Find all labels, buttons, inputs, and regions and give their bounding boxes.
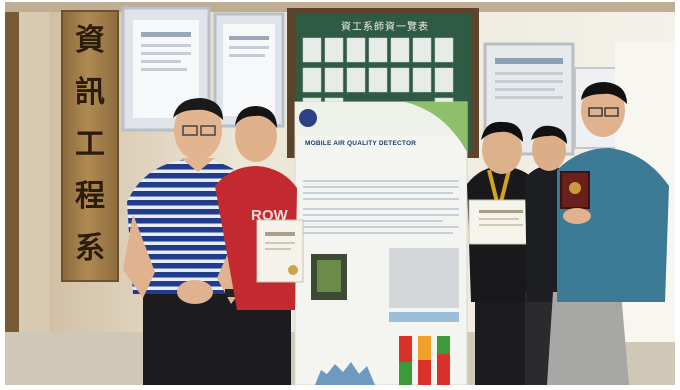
- wall-column: [19, 2, 49, 385]
- research-poster: [294, 101, 468, 385]
- sign-char-2: 訊: [75, 75, 105, 110]
- door-frame: [5, 2, 19, 385]
- person-student-red-shirt: ROW: [215, 106, 304, 385]
- sign-char-4: 程: [75, 179, 105, 214]
- photo-scene: ROW: [5, 2, 675, 385]
- poster-bar-chart: [399, 336, 450, 385]
- poster-title: MOBILE AIR QUALITY DETECTOR: [305, 140, 417, 147]
- person-student-medal: [467, 121, 541, 385]
- ceiling-edge: [5, 2, 675, 12]
- group-photo: ROW: [5, 2, 675, 385]
- department-sign: 資 訊 工 程 系: [61, 10, 119, 282]
- person-student-teal-shirt: [547, 82, 669, 385]
- sign-char-5: 系: [75, 231, 105, 266]
- sign-char-3: 工: [75, 127, 105, 162]
- sign-char-1: 資: [75, 23, 105, 58]
- board-heading: 資工系師資一覽表: [341, 22, 429, 33]
